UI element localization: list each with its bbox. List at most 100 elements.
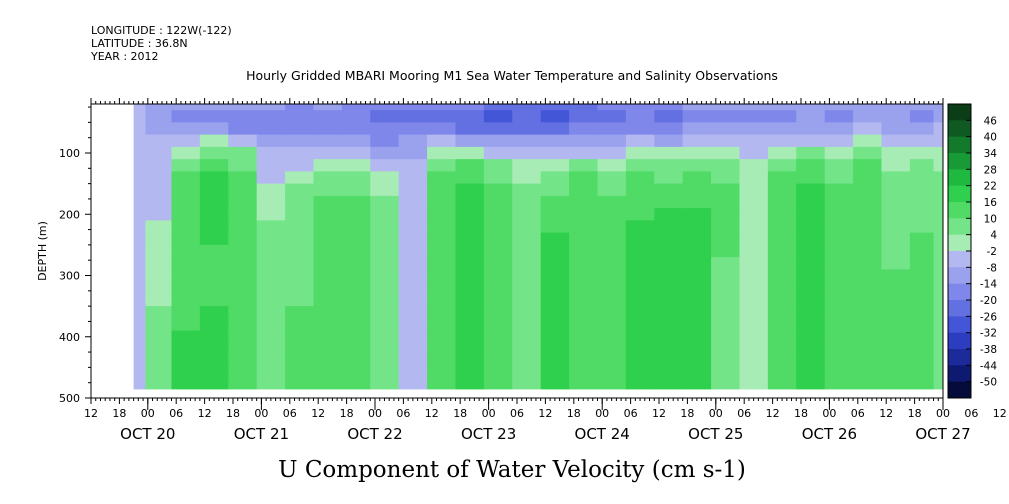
heat-cell <box>512 381 542 390</box>
heat-cell <box>540 159 570 172</box>
heat-cell <box>512 146 542 160</box>
heat-cell <box>597 134 627 148</box>
colorbar-label: -14 <box>980 279 997 291</box>
heat-cell <box>540 293 570 307</box>
heat-cell <box>597 381 627 390</box>
heat-cell <box>199 183 229 197</box>
heat-cell <box>682 330 712 344</box>
heat-cell <box>682 171 712 185</box>
x-hour-label: 12 <box>538 407 552 420</box>
heat-cell <box>370 281 400 295</box>
heat-cell <box>285 244 315 258</box>
x-hour-label: 12 <box>311 407 325 420</box>
heat-cell <box>739 306 769 319</box>
heat-cell <box>370 244 400 258</box>
colorbar-label: -50 <box>980 377 997 389</box>
heat-cell <box>540 122 570 136</box>
colorbar-label: 16 <box>984 197 998 209</box>
heat-cell <box>171 208 201 221</box>
colorbar-label: -8 <box>987 262 997 274</box>
heat-cell <box>483 146 513 160</box>
heat-cell <box>853 220 883 234</box>
heat-cell <box>145 232 173 246</box>
heat-cell <box>256 257 286 270</box>
heat-cell <box>512 104 542 111</box>
heat-cell <box>455 269 485 283</box>
heat-cell <box>370 257 400 270</box>
heat-cell <box>228 381 258 390</box>
x-hour-label: 00 <box>936 407 950 420</box>
heat-cell <box>597 159 627 172</box>
heat-cell <box>228 195 258 209</box>
heat-cell <box>256 208 286 221</box>
heat-cell <box>256 269 286 283</box>
heat-cell <box>909 171 935 185</box>
heat-cell <box>256 342 286 356</box>
heat-cell <box>145 183 173 197</box>
heat-cell <box>398 330 428 344</box>
heat-cell <box>654 146 684 160</box>
heat-cell <box>654 269 684 283</box>
heat-cell <box>171 232 201 246</box>
heat-cell <box>625 293 655 307</box>
heat-cell <box>796 306 826 319</box>
heat-cell <box>569 318 599 332</box>
heat-cell <box>881 146 911 160</box>
heat-cell <box>682 381 712 390</box>
heat-cell <box>625 220 655 234</box>
heat-cell <box>398 306 428 319</box>
heat-cell <box>341 293 371 307</box>
heat-cell <box>933 244 943 258</box>
heat-cell <box>654 244 684 258</box>
heat-cell <box>145 306 173 319</box>
heat-cell <box>313 355 343 368</box>
heat-cell <box>199 171 229 185</box>
heat-cell <box>909 381 935 390</box>
heat-cell <box>711 269 741 283</box>
heat-cell <box>682 281 712 295</box>
heat-cell <box>824 171 854 185</box>
heat-cell <box>933 110 943 123</box>
heat-cell <box>540 342 570 356</box>
x-hour-label: 00 <box>368 407 382 420</box>
heat-cell <box>767 183 797 197</box>
heat-cell <box>569 159 599 172</box>
heat-cell <box>370 159 400 172</box>
heat-cell <box>427 330 457 344</box>
x-hour-label: 00 <box>141 407 155 420</box>
heat-cell <box>881 110 911 123</box>
heat-cell <box>682 367 712 382</box>
heat-cell <box>569 244 599 258</box>
heat-cell <box>739 122 769 136</box>
heat-cell <box>256 110 286 123</box>
heat-cell <box>398 146 428 160</box>
heat-cell <box>512 257 542 270</box>
heat-cell <box>427 195 457 209</box>
heat-cell <box>654 367 684 382</box>
heat-cell <box>881 159 911 172</box>
heat-cell <box>483 232 513 246</box>
heat-cell <box>512 183 542 197</box>
heat-cell <box>145 342 173 356</box>
heat-cell <box>483 134 513 148</box>
heat-cell <box>341 318 371 332</box>
heat-cell <box>313 171 343 185</box>
heat-cell <box>654 257 684 270</box>
heat-cell <box>909 159 935 172</box>
heat-cell <box>824 110 854 123</box>
heat-cell <box>341 257 371 270</box>
heat-cell <box>427 244 457 258</box>
heat-cell <box>285 208 315 221</box>
heat-cell <box>569 330 599 344</box>
heat-cell <box>767 293 797 307</box>
colorbar-label: 28 <box>984 164 997 176</box>
heat-cell <box>881 195 911 209</box>
x-day-label: OCT 21 <box>234 425 289 443</box>
heat-cell <box>427 355 457 368</box>
heat-cell <box>285 146 315 160</box>
heat-cell <box>171 318 201 332</box>
heat-cell <box>597 110 627 123</box>
longitude-label: LONGITUDE : 122W(-122) <box>91 24 232 37</box>
heat-cell <box>398 232 428 246</box>
heat-cell <box>455 183 485 197</box>
